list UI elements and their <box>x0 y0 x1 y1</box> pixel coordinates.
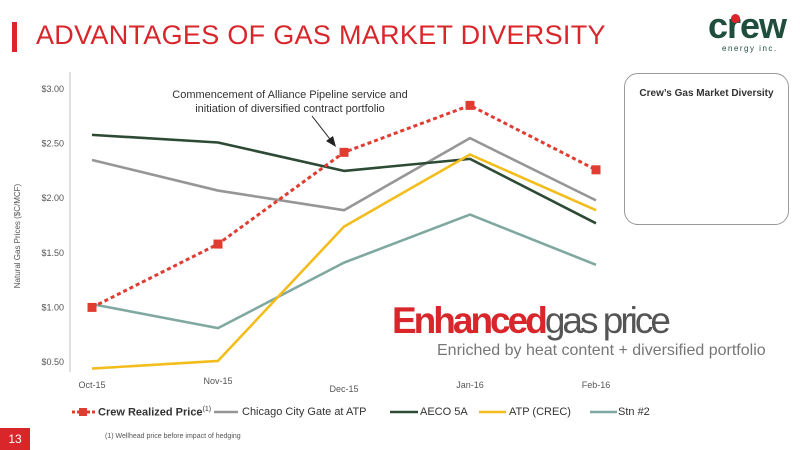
logo-dot <box>731 14 740 23</box>
legend-atp-crec: ATP (CREC) <box>509 406 571 418</box>
data-point-marker <box>465 100 475 110</box>
legend-swatch-marker <box>79 408 87 416</box>
data-point-marker <box>87 302 97 312</box>
headline: Enhancedgas price <box>392 300 671 342</box>
y-tick-label: $0.50 <box>41 357 64 367</box>
legend-chicago-city-gate: Chicago City Gate at ATP <box>242 406 367 418</box>
series-line <box>91 136 597 212</box>
chart-annotation: Commencement of Alliance Pipeline servic… <box>172 89 408 115</box>
y-tick-label: $1.00 <box>41 302 64 312</box>
pie-title: Crew’s Gas Market Diversity <box>639 88 774 99</box>
x-tick-label: Feb-16 <box>582 380 611 390</box>
y-tick-label: $1.50 <box>41 248 64 258</box>
subheadline: Enriched by heat content + diversified p… <box>437 342 766 359</box>
legend-stn-2: Stn #2 <box>618 406 650 418</box>
headline-light: gas price <box>544 300 671 341</box>
y-tick-label: $2.50 <box>41 139 64 149</box>
y-tick-label: $2.00 <box>41 193 64 203</box>
y-tick-label: $3.00 <box>41 84 64 94</box>
series-line <box>91 103 597 309</box>
x-tick-label: Nov-15 <box>203 376 232 386</box>
crew-logo: crew energy inc. <box>708 6 790 54</box>
x-tick-label: Dec-15 <box>329 384 358 394</box>
slide-title: ADVANTAGES OF GAS MARKET DIVERSITY <box>36 20 606 50</box>
headline-bold: Enhanced <box>392 300 548 341</box>
x-tick-label: Jan-16 <box>456 380 484 390</box>
data-point-marker <box>339 147 349 157</box>
series-line <box>91 153 597 370</box>
legend-crew-realized-price: Crew Realized Price(1) <box>98 406 212 419</box>
data-point-marker <box>213 239 223 249</box>
x-tick-label: Oct-15 <box>78 380 105 390</box>
annotation-arrowhead <box>326 136 336 147</box>
footnote: (1) Wellhead price before impact of hedg… <box>105 433 241 440</box>
legend-footnote-marker: (1) <box>202 406 212 413</box>
series-line <box>91 133 597 225</box>
title-accent-bar <box>12 22 17 52</box>
logo-wordmark: crew <box>708 5 787 46</box>
page-number: 13 <box>0 428 30 450</box>
series-line <box>91 213 597 330</box>
logo-subtitle: energy inc. <box>722 44 778 53</box>
pie-chart-panel: Crew’s Gas Market Diversity <box>624 73 789 225</box>
y-axis-label: Natural Gas Prices ($C/MCF) <box>13 183 22 288</box>
data-point-marker <box>591 165 601 175</box>
legend-aeco-5a: AECO 5A <box>420 406 468 418</box>
